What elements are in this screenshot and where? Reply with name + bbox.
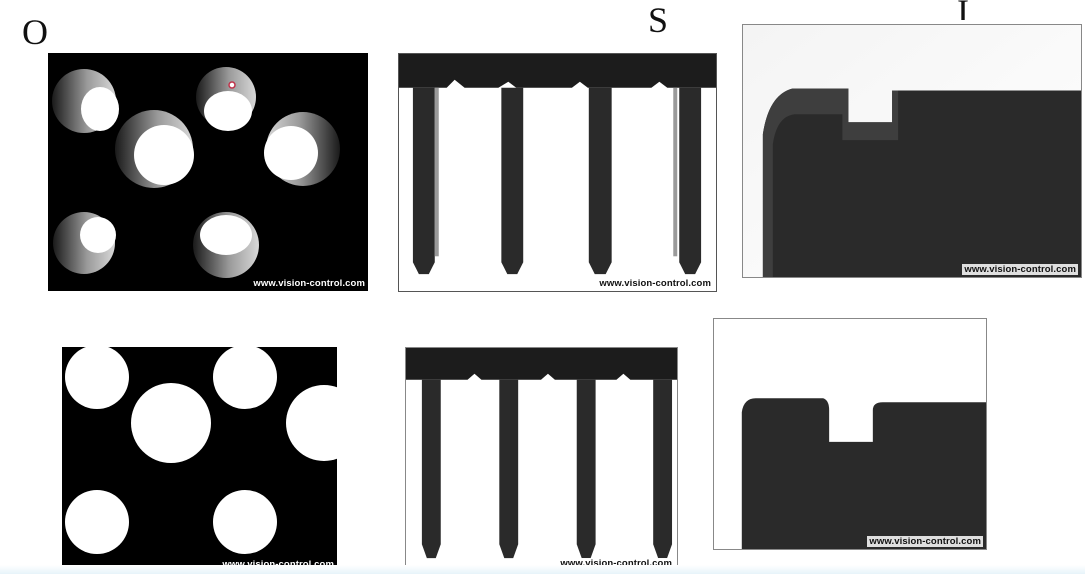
column-label-s: S (648, 0, 669, 40)
watermark-pins-raw: www.vision-control.com (597, 278, 713, 289)
holes-processed-image: www.vision-control.com (62, 347, 337, 572)
pins-processed-image: www.vision-control.com (405, 347, 678, 572)
pins-raw-image: www.vision-control.com (398, 53, 717, 292)
holes-raw-image: www.vision-control.com (48, 53, 368, 291)
watermark-holes-processed: www.vision-control.com (222, 559, 334, 570)
column-label-i: I (957, 0, 969, 20)
watermark-pins-processed: www.vision-control.com (558, 558, 674, 569)
step-raw-image: www.vision-control.com (742, 24, 1082, 278)
watermark-step-processed: www.vision-control.com (867, 536, 983, 547)
column-label-o: O (22, 12, 48, 52)
step-processed-image: www.vision-control.com (713, 318, 987, 550)
decorative-bottom-stripe (0, 565, 1085, 574)
watermark-step-raw: www.vision-control.com (962, 264, 1078, 275)
watermark-holes-raw: www.vision-control.com (253, 278, 365, 289)
